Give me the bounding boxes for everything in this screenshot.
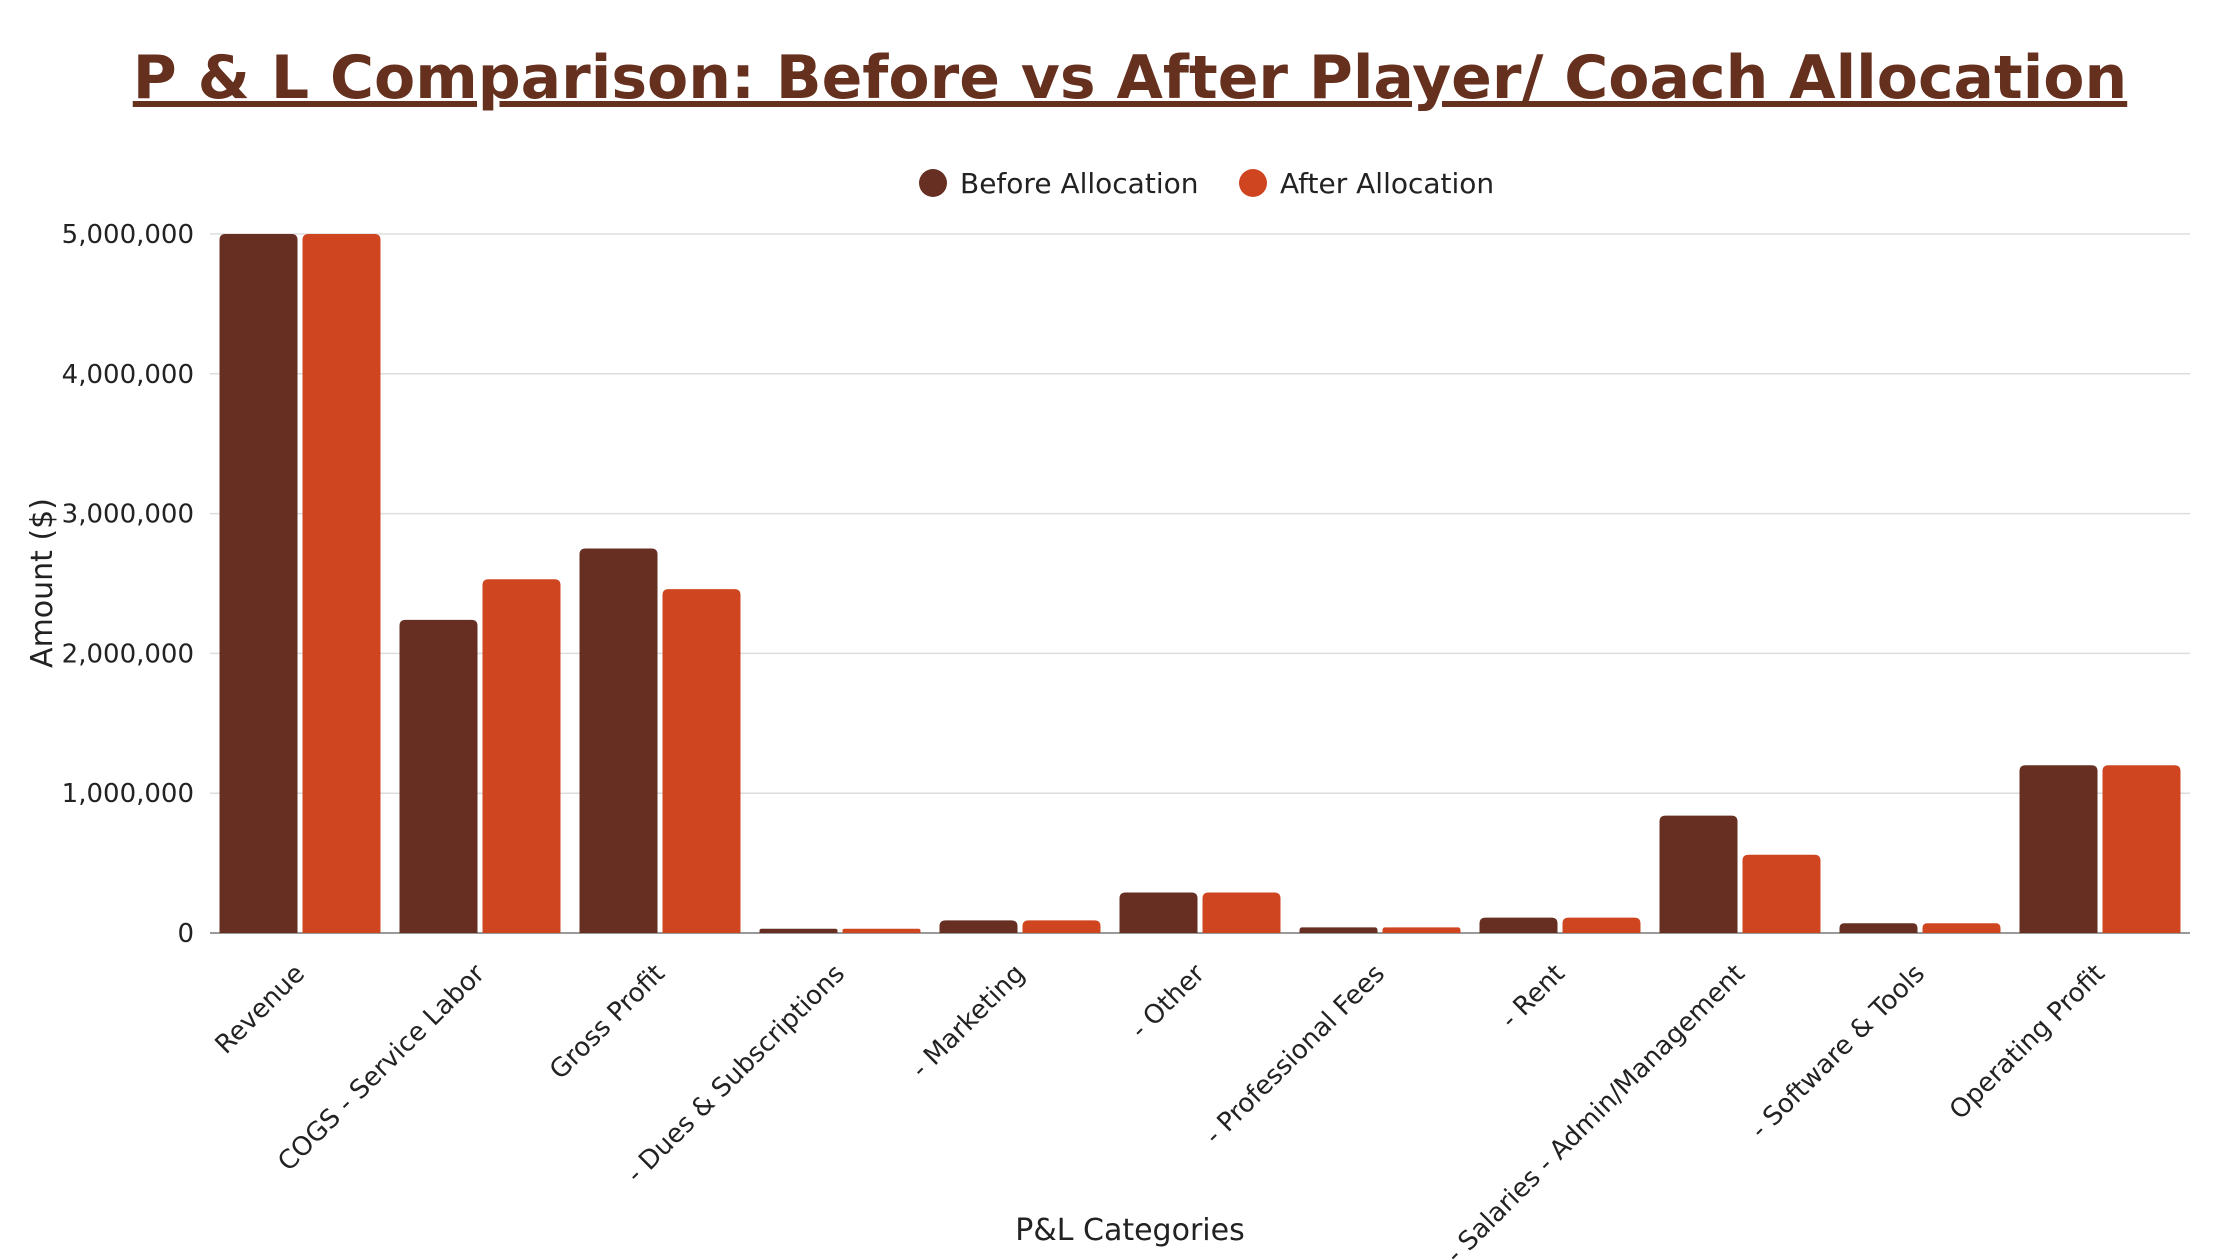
bar-after-5 (1202, 892, 1281, 933)
bar-before-3 (759, 928, 838, 933)
x-tick-label: Revenue (210, 959, 311, 1060)
x-tick-label: - Software & Tools (1745, 959, 1931, 1145)
bar-before-1 (399, 619, 478, 933)
y-tick-label: 3,000,000 (62, 500, 194, 530)
y-tick-label: 2,000,000 (62, 639, 194, 669)
bar-before-4 (939, 920, 1018, 933)
y-tick-label: 1,000,000 (62, 779, 194, 809)
x-tick-label: - Professional Fees (1199, 959, 1391, 1151)
x-tick-label: - Rent (1495, 959, 1571, 1035)
legend-label: After Allocation (1280, 167, 1494, 200)
bar-before-7 (1479, 917, 1558, 933)
x-tick-label: Gross Profit (544, 959, 671, 1086)
bar-after-6 (1382, 927, 1461, 933)
x-tick-label: - Marketing (906, 959, 1031, 1084)
bar-after-9 (1922, 923, 2001, 933)
x-tick-label: - Salaries - Admin/Management (1440, 959, 1751, 1260)
bar-before-5 (1119, 892, 1198, 933)
bar-after-3 (842, 928, 921, 933)
x-axis-label: P&L Categories (1015, 1213, 1244, 1248)
x-tick-label: Operating Profit (1944, 959, 2111, 1126)
bar-after-1 (482, 579, 561, 933)
bar-before-8 (1659, 815, 1738, 933)
bars (219, 234, 2181, 933)
bar-after-7 (1562, 917, 1641, 933)
bar-after-0 (302, 234, 381, 933)
x-tick-label: - Other (1125, 959, 1211, 1045)
bar-before-10 (2019, 765, 2098, 933)
bar-before-9 (1839, 923, 1918, 933)
y-tick-label: 4,000,000 (62, 360, 194, 390)
legend-label: Before Allocation (960, 167, 1198, 200)
bar-after-2 (662, 589, 741, 933)
bar-after-4 (1022, 920, 1101, 933)
legend-marker (919, 169, 947, 197)
y-axis-label: Amount ($) (25, 498, 60, 668)
x-tick-label: COGS - Service Labor (272, 959, 491, 1178)
bar-after-8 (1742, 854, 1821, 933)
y-axis-ticks: 0 1,000,000 2,000,000 3,000,000 4,000,000 5,0… (62, 220, 194, 949)
y-tick-label: 0 (177, 919, 194, 949)
bar-before-0 (219, 234, 298, 933)
legend-marker (1239, 169, 1267, 197)
bar-before-2 (579, 548, 658, 933)
bar-after-10 (2102, 765, 2181, 933)
chart-title: P & L Comparison: Before vs After Player… (133, 43, 2127, 113)
legend: Before Allocation After Allocation (919, 167, 1494, 200)
y-tick-label: 5,000,000 (62, 220, 194, 250)
bar-before-6 (1299, 927, 1378, 933)
